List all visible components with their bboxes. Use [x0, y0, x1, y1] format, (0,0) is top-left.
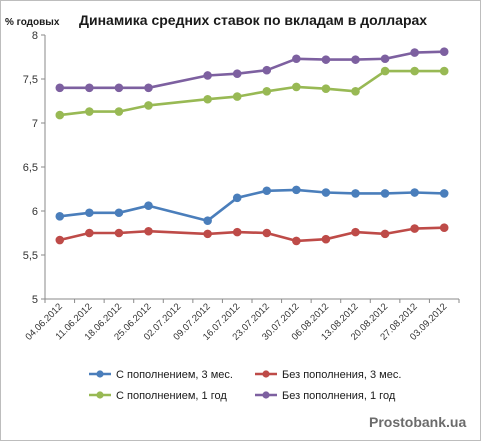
data-point [262, 65, 272, 75]
data-point [85, 107, 94, 116]
data-point [203, 71, 212, 80]
data-point [410, 48, 419, 57]
data-point [232, 227, 242, 237]
data-point [380, 189, 390, 198]
data-point [410, 66, 419, 76]
data-point [85, 83, 94, 93]
data-point [114, 228, 124, 238]
data-point [144, 226, 153, 236]
y-tick-label: 6 [32, 206, 38, 218]
data-point [321, 55, 331, 64]
legend-item: С пополнением, 1 год [89, 390, 227, 402]
data-point [232, 193, 242, 203]
data-point [55, 235, 65, 245]
data-point [439, 66, 449, 76]
legend-label: С пополнением, 1 год [116, 390, 227, 402]
x-ticks: 04.06.201211.06.201218.06.201225.06.2012… [24, 299, 460, 343]
legend: С пополнением, 3 мес. Без пополнения, 3 м… [89, 369, 401, 402]
data-point [351, 189, 360, 198]
data-point [262, 228, 272, 238]
y-tick-label: 5,5 [23, 250, 38, 262]
legend-label: Без пополнения, 3 мес. [282, 369, 401, 381]
legend-swatch-marker [96, 370, 104, 378]
legend-swatch-marker [262, 391, 270, 399]
data-point [410, 224, 419, 233]
data-point [114, 107, 124, 116]
data-point [351, 227, 360, 237]
data-point [232, 92, 242, 101]
data-point [439, 189, 449, 198]
data-point [55, 211, 65, 221]
data-point [292, 82, 301, 92]
data-point [292, 236, 301, 246]
data-point [321, 188, 331, 197]
series-layer [55, 47, 449, 246]
data-point [262, 186, 272, 196]
data-point [144, 83, 153, 93]
data-point [292, 54, 301, 64]
y-tick-label: 7 [32, 118, 38, 130]
legend-label: Без пополнения, 1 год [282, 390, 396, 402]
watermark-text: Prostobank.ua [369, 414, 466, 430]
legend-swatch-marker [262, 370, 270, 378]
data-point [351, 55, 360, 64]
data-point [321, 84, 331, 93]
series-3 [55, 66, 449, 120]
data-point [380, 54, 390, 64]
data-point [351, 87, 360, 96]
series-2 [55, 223, 449, 246]
legend-item: С пополнением, 3 мес. [89, 369, 233, 381]
legend-item: Без пополнения, 3 мес. [255, 369, 401, 381]
data-point [232, 69, 242, 79]
data-point [262, 87, 272, 96]
data-point [292, 185, 301, 195]
y-ticks: 5 5,5 6 6,5 7 7,5 8 [23, 30, 45, 306]
data-point [85, 208, 94, 218]
data-point [203, 216, 212, 225]
legend-label: С пополнением, 3 мес. [116, 369, 233, 381]
data-point [380, 66, 390, 76]
series-4 [55, 47, 449, 93]
y-tick-label: 7,5 [23, 74, 38, 86]
y-tick-label: 5 [32, 294, 38, 306]
data-point [321, 234, 331, 244]
data-point [85, 228, 94, 238]
data-point [55, 83, 65, 93]
data-point [203, 94, 212, 104]
data-point [144, 201, 153, 211]
data-point [203, 229, 212, 239]
y-tick-label: 6,5 [23, 162, 38, 174]
data-point [380, 229, 390, 239]
data-point [114, 83, 124, 93]
data-point [410, 188, 419, 197]
data-point [55, 110, 65, 120]
data-point [114, 208, 124, 218]
legend-swatch-marker [96, 391, 104, 399]
legend-item: Без пополнения, 1 год [255, 390, 396, 402]
data-point [439, 47, 449, 57]
chart-title: Динамика средних ставок по вкладам в дол… [79, 12, 427, 28]
data-point [439, 223, 449, 233]
data-point [144, 101, 153, 110]
axes [44, 35, 459, 300]
series-1 [55, 185, 449, 225]
y-tick-label: 8 [32, 30, 38, 42]
y-axis-label: % годовых [5, 17, 60, 28]
